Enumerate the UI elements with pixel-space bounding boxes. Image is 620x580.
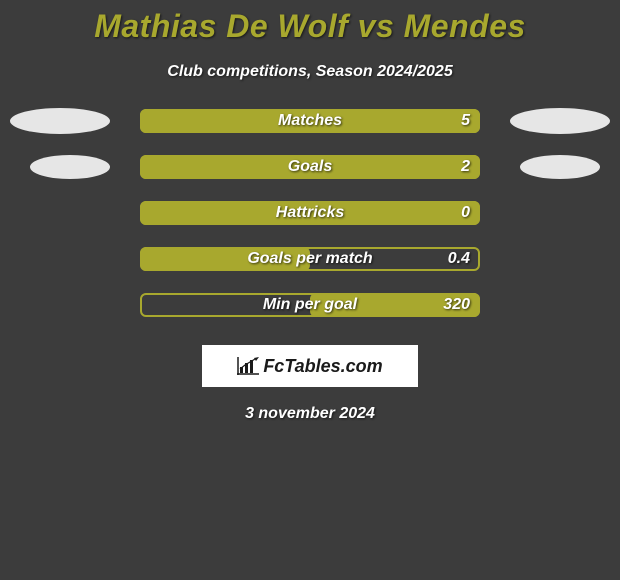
stat-label: Matches xyxy=(278,112,342,130)
subtitle: Club competitions, Season 2024/2025 xyxy=(167,63,452,81)
stat-value: 5 xyxy=(461,112,470,130)
player-right-marker xyxy=(520,155,600,179)
stat-row: Matches 5 xyxy=(0,109,620,133)
stat-bar: Min per goal 320 xyxy=(140,293,480,317)
stat-row: Goals per match 0.4 xyxy=(0,247,620,271)
logo-text: FcTables.com xyxy=(263,356,382,377)
stat-label: Min per goal xyxy=(263,296,357,314)
player-left-marker xyxy=(30,155,110,179)
stat-bar: Matches 5 xyxy=(140,109,480,133)
stat-label: Hattricks xyxy=(276,204,344,222)
stat-bar: Hattricks 0 xyxy=(140,201,480,225)
bar-chart-icon xyxy=(237,357,259,375)
stats-comparison-card: Mathias De Wolf vs Mendes Club competiti… xyxy=(0,0,620,423)
page-title: Mathias De Wolf vs Mendes xyxy=(94,8,526,45)
logo-badge[interactable]: FcTables.com xyxy=(202,345,418,387)
stat-value: 2 xyxy=(461,158,470,176)
stat-value: 0 xyxy=(461,204,470,222)
comparison-chart: Matches 5 Goals 2 Hattricks 0 Goals per match 0… xyxy=(0,109,620,317)
stat-value: 0.4 xyxy=(448,250,470,268)
stat-bar: Goals 2 xyxy=(140,155,480,179)
stat-bar: Goals per match 0.4 xyxy=(140,247,480,271)
stat-row: Goals 2 xyxy=(0,155,620,179)
player-left-marker xyxy=(10,108,110,134)
stat-label: Goals xyxy=(288,158,332,176)
stat-row: Min per goal 320 xyxy=(0,293,620,317)
stat-label: Goals per match xyxy=(247,250,372,268)
stat-row: Hattricks 0 xyxy=(0,201,620,225)
stat-value: 320 xyxy=(443,296,470,314)
player-right-marker xyxy=(510,108,610,134)
footer-date: 3 november 2024 xyxy=(245,405,375,423)
